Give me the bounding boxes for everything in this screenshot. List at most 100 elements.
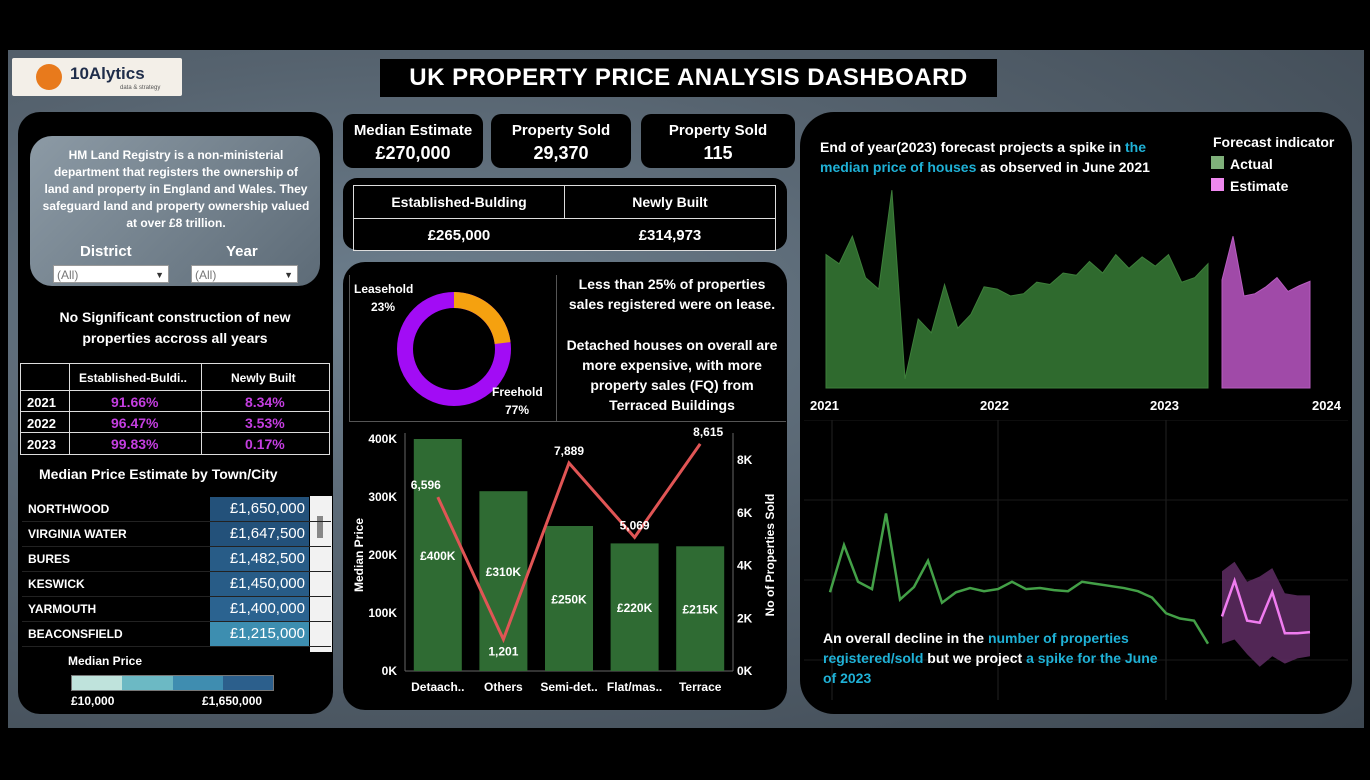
line-value-label: 6,596 — [411, 478, 441, 492]
forecast-price-title-c: as observed in June 2021 — [976, 159, 1150, 175]
line-value-label: 8,615 — [693, 425, 723, 439]
median-price-legend-title: Median Price — [68, 654, 143, 668]
x-tick-label: Others — [484, 680, 523, 694]
district-label: District — [80, 243, 132, 260]
bar-value-label: £215K — [683, 603, 719, 617]
chevron-down-icon: ▼ — [284, 270, 293, 280]
logo-mark-icon — [36, 64, 62, 90]
forecast-legend-title: Forecast indicator — [1213, 134, 1335, 150]
bar-value-label: £310K — [486, 565, 522, 579]
x-tick-label: Semi-det.. — [540, 680, 597, 694]
kpi-property-sold-2: Property Sold 115 — [641, 114, 795, 168]
kpi-median-value: £270,000 — [375, 143, 451, 163]
bar-value-label: £220K — [617, 601, 653, 615]
construction-table: Established-Buldi.. Newly Built 2021 91.… — [20, 363, 330, 455]
line-value-label: 5,069 — [620, 518, 650, 532]
year-label: Year — [226, 243, 258, 260]
kpi-sold2-label: Property Sold — [668, 122, 768, 139]
construction-heading: No Significant construction of new prope… — [59, 309, 291, 346]
x-tick-label: Flat/mas.. — [607, 680, 662, 694]
x-tick-2023: 2023 — [1150, 398, 1179, 413]
town-price: £1,400,000 — [210, 597, 309, 621]
leasehold-pct: 23% — [371, 300, 396, 314]
y-tick-label: 400K — [368, 432, 397, 446]
x-tick-2024: 2024 — [1312, 398, 1341, 413]
estimate-area — [1221, 236, 1311, 389]
y-tick-label: 0K — [382, 664, 398, 678]
line-value-label: 1,201 — [488, 644, 518, 658]
x-tick-label: Terrace — [679, 680, 722, 694]
construction-col-newly: Newly Built — [231, 371, 296, 385]
town-row: YARMOUTH £1,400,000 — [22, 597, 331, 622]
leasehold-label: Leasehold — [354, 282, 414, 296]
y2-tick-label: 0K — [737, 664, 753, 678]
tenure-note-2: Detached houses on overall are more expe… — [566, 337, 778, 413]
towns-heading: Median Price Estimate by Town/City — [39, 466, 278, 482]
construction-row-year: 2021 — [27, 395, 56, 410]
sold-line — [436, 443, 702, 644]
construction-row-established: 99.83% — [111, 436, 159, 452]
town-row: VIRGINIA WATER £1,647,500 — [22, 522, 331, 547]
forecast-sold-title-b: number of properties registered/sold — [823, 630, 1129, 666]
y2-tick-label: 2K — [737, 611, 753, 625]
legend-actual-swatch — [1211, 156, 1224, 169]
town-name: BEACONSFIELD — [28, 627, 123, 641]
building-val-newly: £314,973 — [638, 227, 702, 244]
freehold-label: Freehold — [492, 385, 543, 399]
bar-4 — [676, 546, 725, 671]
construction-col-established: Established-Buldi.. — [79, 371, 188, 385]
median-price-legend-max: £1,650,000 — [202, 694, 263, 708]
year-select-value: (All) — [195, 268, 217, 282]
y-tick-label: 100K — [368, 606, 397, 620]
town-price: £1,450,000 — [210, 572, 309, 596]
y-tick-label: 200K — [368, 548, 397, 562]
kpi-property-sold: Property Sold 29,370 — [491, 114, 631, 168]
town-row: BEACONSFIELD £1,215,000 — [22, 622, 331, 647]
year-select[interactable]: (All) ▼ — [191, 265, 298, 283]
forecast-sold-title-a: An overall decline in the — [823, 630, 988, 646]
forecast-sold-title: An overall decline in the number of prop… — [823, 628, 1163, 688]
y2-axis-label: No of Properties Sold — [763, 494, 777, 617]
district-select[interactable]: (All) ▼ — [53, 265, 169, 283]
estimate-band — [1222, 561, 1310, 667]
legend-estimate-swatch — [1211, 178, 1224, 191]
building-col-newly: Newly Built — [632, 194, 708, 210]
tenure-donut-chart — [397, 292, 511, 406]
forecast-sold-title-d: a spike for the June of 2023 — [823, 650, 1158, 686]
median-price-legend-ramp — [71, 675, 274, 691]
kpi-median-label: Median Estimate — [353, 122, 473, 139]
town-price: £1,650,000 — [210, 497, 309, 521]
construction-row-newly: 8.34% — [245, 394, 285, 410]
forecast-price-title-b: the median price of houses — [820, 139, 1147, 175]
kpi-sold-value: 29,370 — [533, 143, 589, 163]
info-card — [30, 136, 320, 286]
construction-row-year: 2022 — [27, 416, 56, 431]
y2-tick-label: 4K — [737, 559, 753, 573]
kpi-sold-label: Property Sold — [511, 122, 611, 139]
towns-scrollbar[interactable] — [317, 516, 323, 538]
town-name: YARMOUTH — [28, 602, 97, 616]
y-axis-label: Median Price — [352, 518, 366, 592]
properties-sold-forecast-chart — [804, 420, 1348, 700]
town-row: KESWICK £1,450,000 — [22, 572, 331, 597]
bar-0 — [413, 439, 462, 671]
town-row: NORTHWOOD £1,650,000 — [22, 497, 331, 522]
town-row: BURES £1,482,500 — [22, 547, 331, 572]
freehold-pct: 77% — [505, 403, 530, 417]
construction-row-newly: 0.17% — [245, 436, 285, 452]
town-name: VIRGINIA WATER — [28, 527, 127, 541]
town-price: £1,647,500 — [210, 522, 309, 546]
y2-tick-label: 8K — [737, 453, 753, 467]
forecast-price-title: End of year(2023) forecast projects a sp… — [820, 137, 1180, 177]
page-title: UK PROPERTY PRICE ANALYSIS DASHBOARD — [380, 59, 997, 97]
building-type-panel — [343, 178, 787, 250]
forecast-sold-title-c: but we project — [923, 650, 1027, 666]
actual-area — [825, 190, 1209, 389]
x-axis-band — [804, 392, 1348, 418]
y2-tick-label: 6K — [737, 506, 753, 520]
building-col-established: Established-Bulding — [391, 194, 527, 210]
kpi-sold2-value: 115 — [703, 143, 733, 163]
logo-name: 10Alytics — [70, 64, 145, 83]
kpi-median-estimate: Median Estimate £270,000 — [343, 114, 483, 168]
legend-actual-label: Actual — [1230, 156, 1273, 172]
